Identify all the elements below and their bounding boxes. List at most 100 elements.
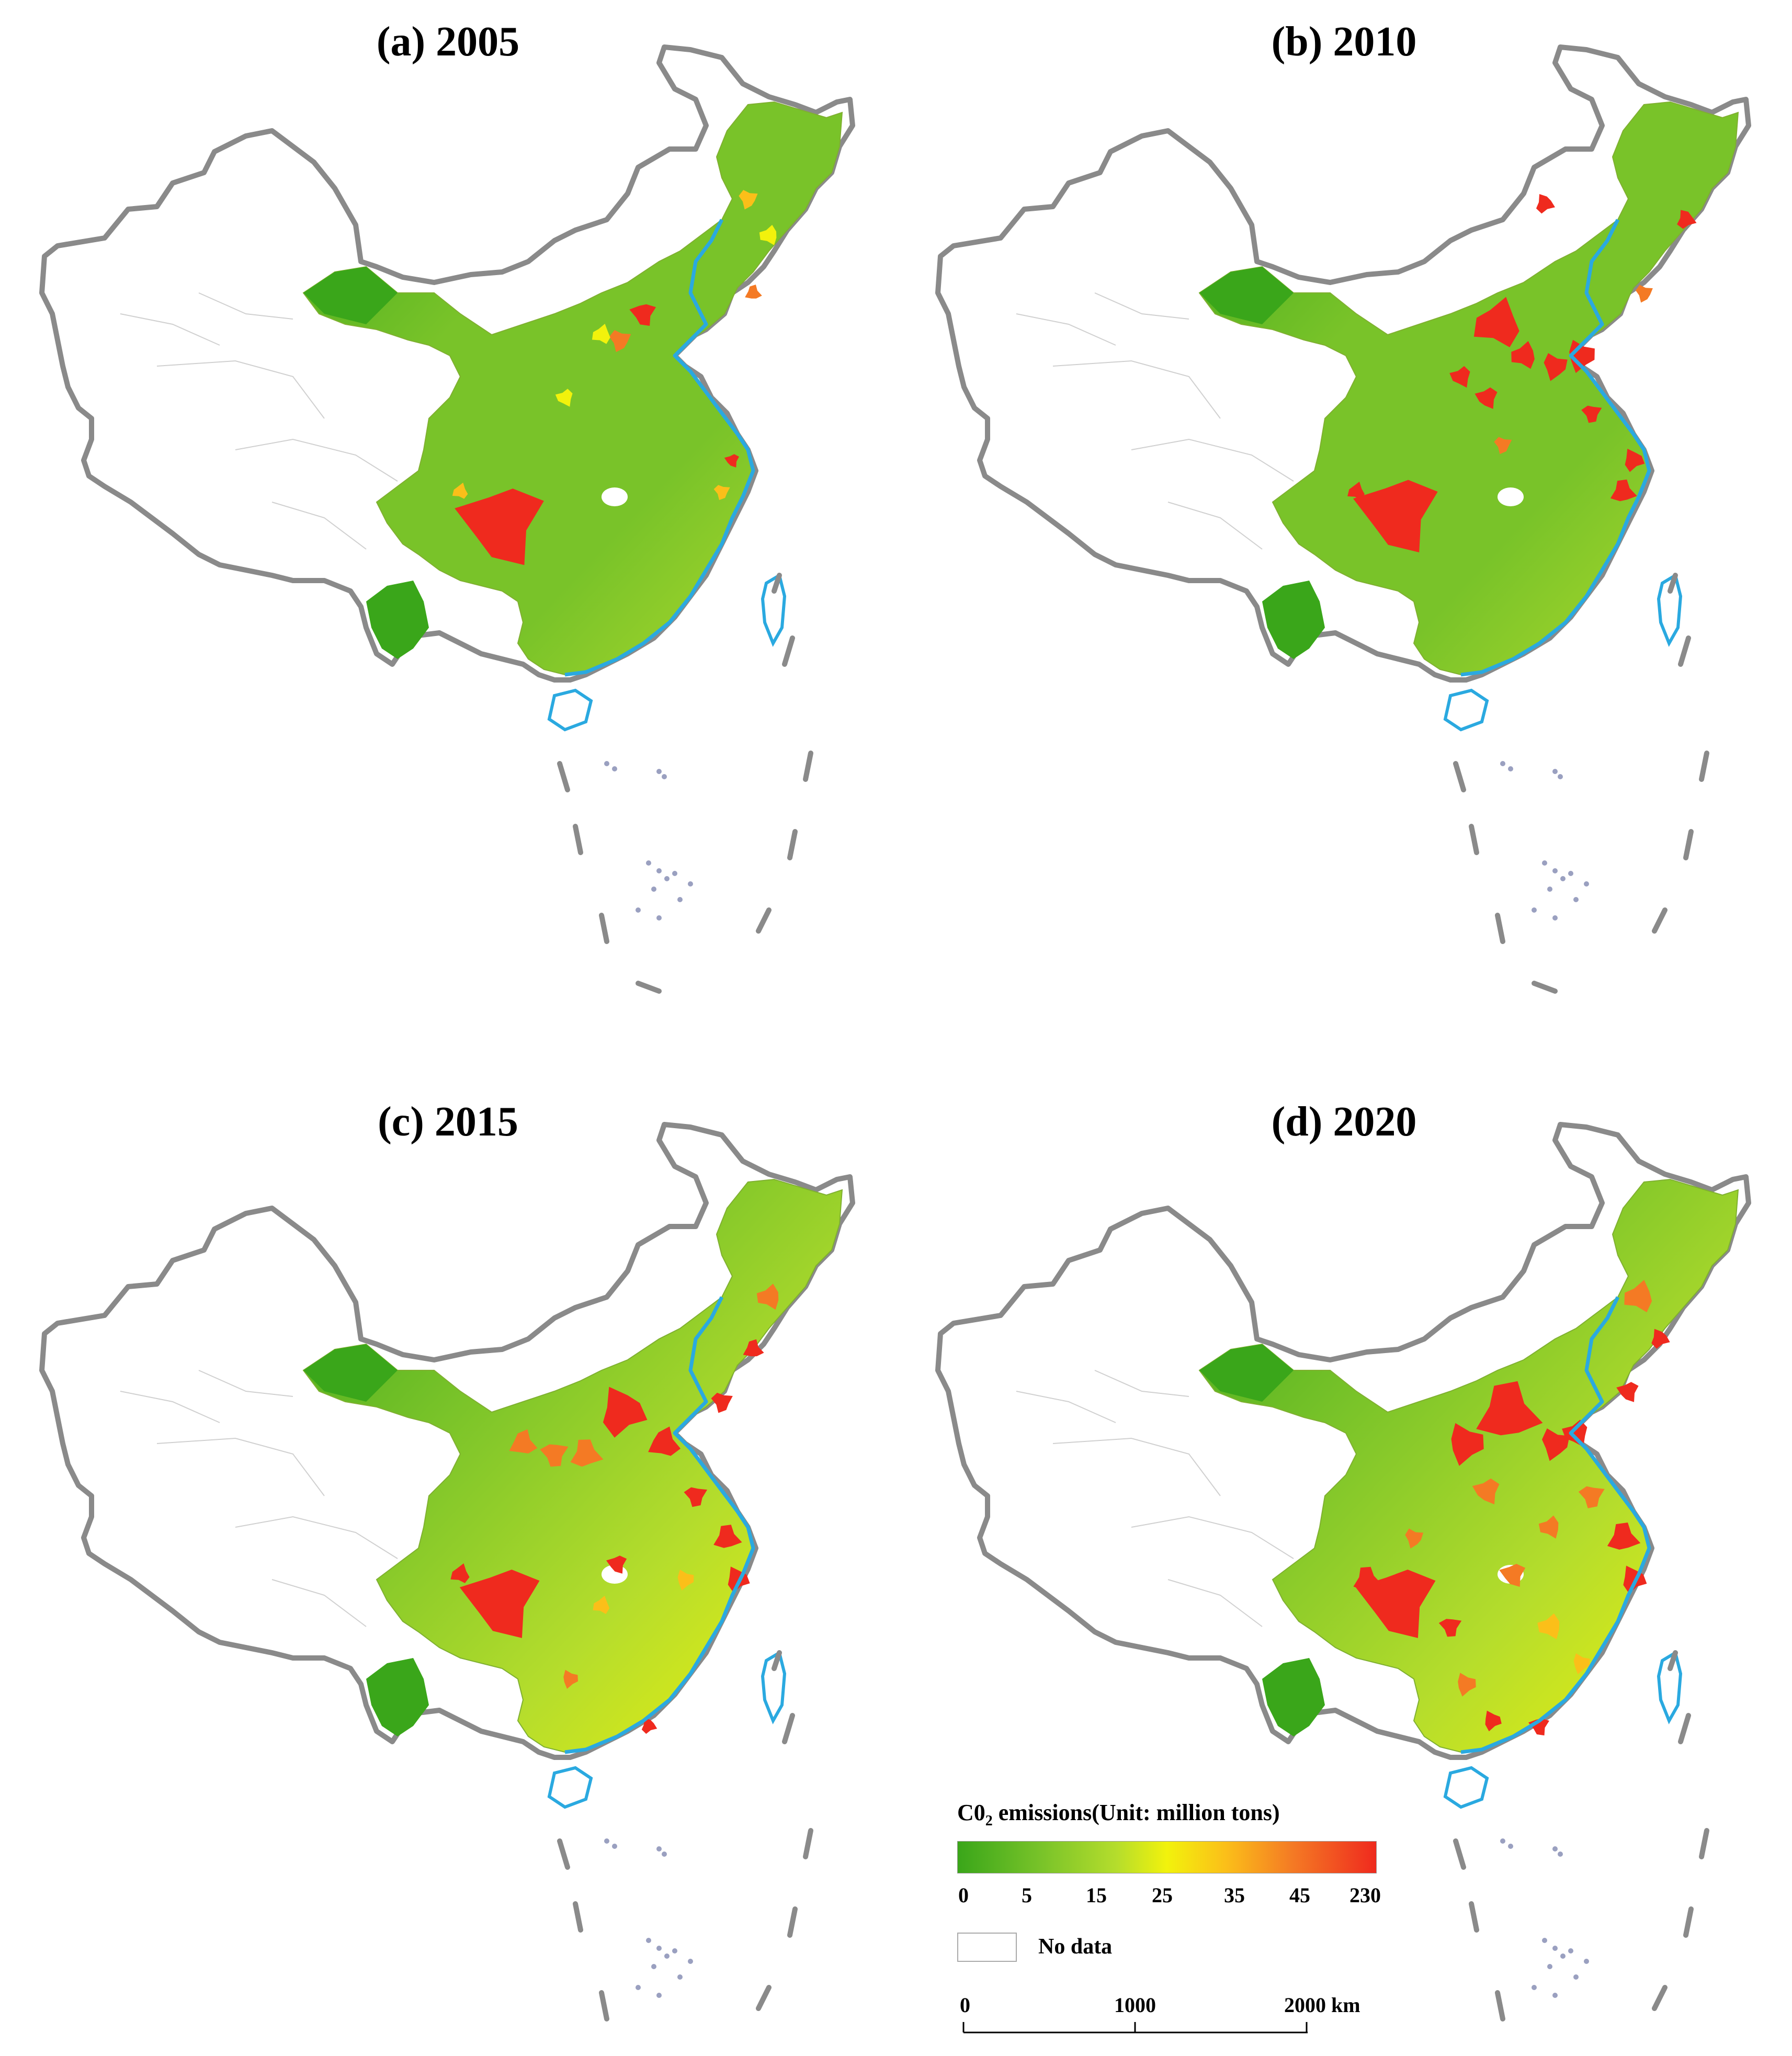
south-china-sea-islands [1500, 761, 1589, 921]
hainan-island [1443, 688, 1489, 732]
hotspots [452, 190, 777, 565]
scale-label: 2000 km [1284, 1993, 1360, 2017]
emission-hotspot [1537, 1613, 1560, 1640]
emission-hotspot [713, 1525, 742, 1548]
legend: C02 emissions(Unit: million tons) 0 5 15… [957, 1799, 1428, 2040]
emission-hotspot [745, 285, 762, 299]
hainan-island [547, 1766, 593, 1809]
emission-hotspot [570, 1439, 604, 1467]
emission-hotspot [1677, 210, 1697, 229]
no-data-area [1498, 487, 1524, 506]
emission-hotspot [739, 190, 758, 210]
no-data-area [434, 1661, 486, 1697]
legend-tick: 0 [958, 1883, 969, 1907]
emission-hotspot [1472, 1478, 1500, 1505]
south-china-sea-boundary [1453, 1650, 1709, 2021]
no-data-area [1330, 583, 1382, 620]
emission-hotspot [1353, 480, 1438, 553]
emission-hotspot [593, 1596, 610, 1614]
emission-hotspot [1449, 366, 1470, 388]
emission-hotspot [1473, 297, 1519, 347]
emission-hotspot [1581, 405, 1602, 423]
emission-hotspot [509, 1429, 538, 1453]
hainan-island [547, 688, 593, 732]
scale-bar [962, 2022, 1308, 2034]
emission-hotspot [1651, 1328, 1670, 1349]
legend-tick: 35 [1224, 1883, 1245, 1907]
data-region-qinghai [303, 267, 398, 324]
emission-hotspot [1405, 1528, 1424, 1549]
china-map [935, 1122, 1751, 2021]
emission-hotspot [450, 1563, 470, 1583]
emission-hotspot [1485, 1710, 1502, 1732]
data-region-qinghai [1199, 267, 1294, 324]
scale-label: 1000 [1114, 1993, 1156, 2017]
panel-title: (a) 2005 [376, 19, 520, 65]
panel-title: (c) 2015 [378, 1099, 518, 1145]
hotspots [1347, 194, 1697, 553]
emission-hotspot [1538, 1515, 1559, 1539]
province-boundaries [1016, 1370, 1294, 1627]
coastline [564, 219, 755, 677]
emission-hotspot [711, 1392, 733, 1413]
data-region-yunnan [366, 1658, 429, 1736]
china-map [39, 1122, 855, 2021]
emission-hotspot [724, 454, 739, 468]
emission-hotspot [1438, 1619, 1462, 1637]
legend-title: C02 emissions(Unit: million tons) [957, 1799, 1280, 1830]
emission-hotspot [1499, 1564, 1526, 1587]
legend-tick: 5 [1022, 1883, 1032, 1907]
emission-hotspot [1355, 1570, 1436, 1638]
no-data-area [434, 583, 486, 620]
legend-title-subscript: 2 [985, 1812, 993, 1829]
emission-hotspot [1636, 285, 1653, 303]
emission-hotspot [1573, 1653, 1590, 1674]
emission-hotspot [1624, 1280, 1652, 1312]
map-panel-2015: (c) 2015 [0, 1077, 896, 2056]
emission-hotspot [452, 482, 468, 499]
legend-tick: 45 [1289, 1883, 1310, 1907]
emission-hotspot [1451, 1423, 1484, 1466]
emission-hotspot [563, 1669, 578, 1689]
province-boundaries [1016, 292, 1294, 550]
legend-tick: 230 [1349, 1883, 1381, 1907]
no-data-area [1330, 1661, 1382, 1697]
south-china-sea-boundary [557, 573, 813, 994]
south-china-sea-boundary [1453, 573, 1709, 994]
coastline [1460, 1296, 1651, 1754]
emission-hotspot [1476, 1381, 1543, 1436]
emission-hotspot [1458, 1673, 1476, 1697]
scale-label: 0 [960, 1993, 970, 2017]
province-boundaries [120, 1370, 398, 1627]
emission-hotspot [1475, 387, 1498, 409]
no-data-swatch [957, 1933, 1017, 1962]
emission-hotspot [648, 1426, 681, 1456]
hotspots [450, 1283, 779, 1734]
emission-hotspot [1511, 341, 1535, 369]
emission-hotspot [756, 1283, 779, 1310]
emission-hotspot [1562, 1419, 1587, 1447]
emission-hotspot [1353, 1566, 1382, 1591]
emission-hotspot [641, 1718, 657, 1734]
emission-hotspot [603, 1387, 648, 1438]
emission-hotspot [1578, 1486, 1605, 1508]
map-panel-2005: (a) 2005 [0, 0, 896, 1025]
emission-hotspot [1542, 1428, 1570, 1461]
data-region-qinghai [303, 1344, 398, 1402]
legend-title-suffix: emissions(Unit: million tons) [992, 1800, 1280, 1825]
emission-hotspot [1610, 479, 1637, 502]
emission-hotspot [713, 485, 730, 501]
south-china-sea-islands [604, 1838, 693, 1998]
panel-title: (b) 2010 [1271, 19, 1417, 65]
data-region-yunnan [1262, 581, 1325, 659]
panel-title: (d) 2020 [1271, 1099, 1417, 1145]
emission-hotspot [540, 1444, 569, 1467]
legend-tick: 25 [1152, 1883, 1173, 1907]
emission-hotspot [455, 489, 544, 565]
data-region-yunnan [1262, 1658, 1325, 1736]
legend-title-prefix: C0 [957, 1800, 985, 1825]
emission-hotspot [1347, 481, 1365, 500]
emission-hotspot [606, 1555, 627, 1574]
emission-hotspot [1544, 353, 1568, 381]
south-china-sea-islands [604, 761, 693, 921]
